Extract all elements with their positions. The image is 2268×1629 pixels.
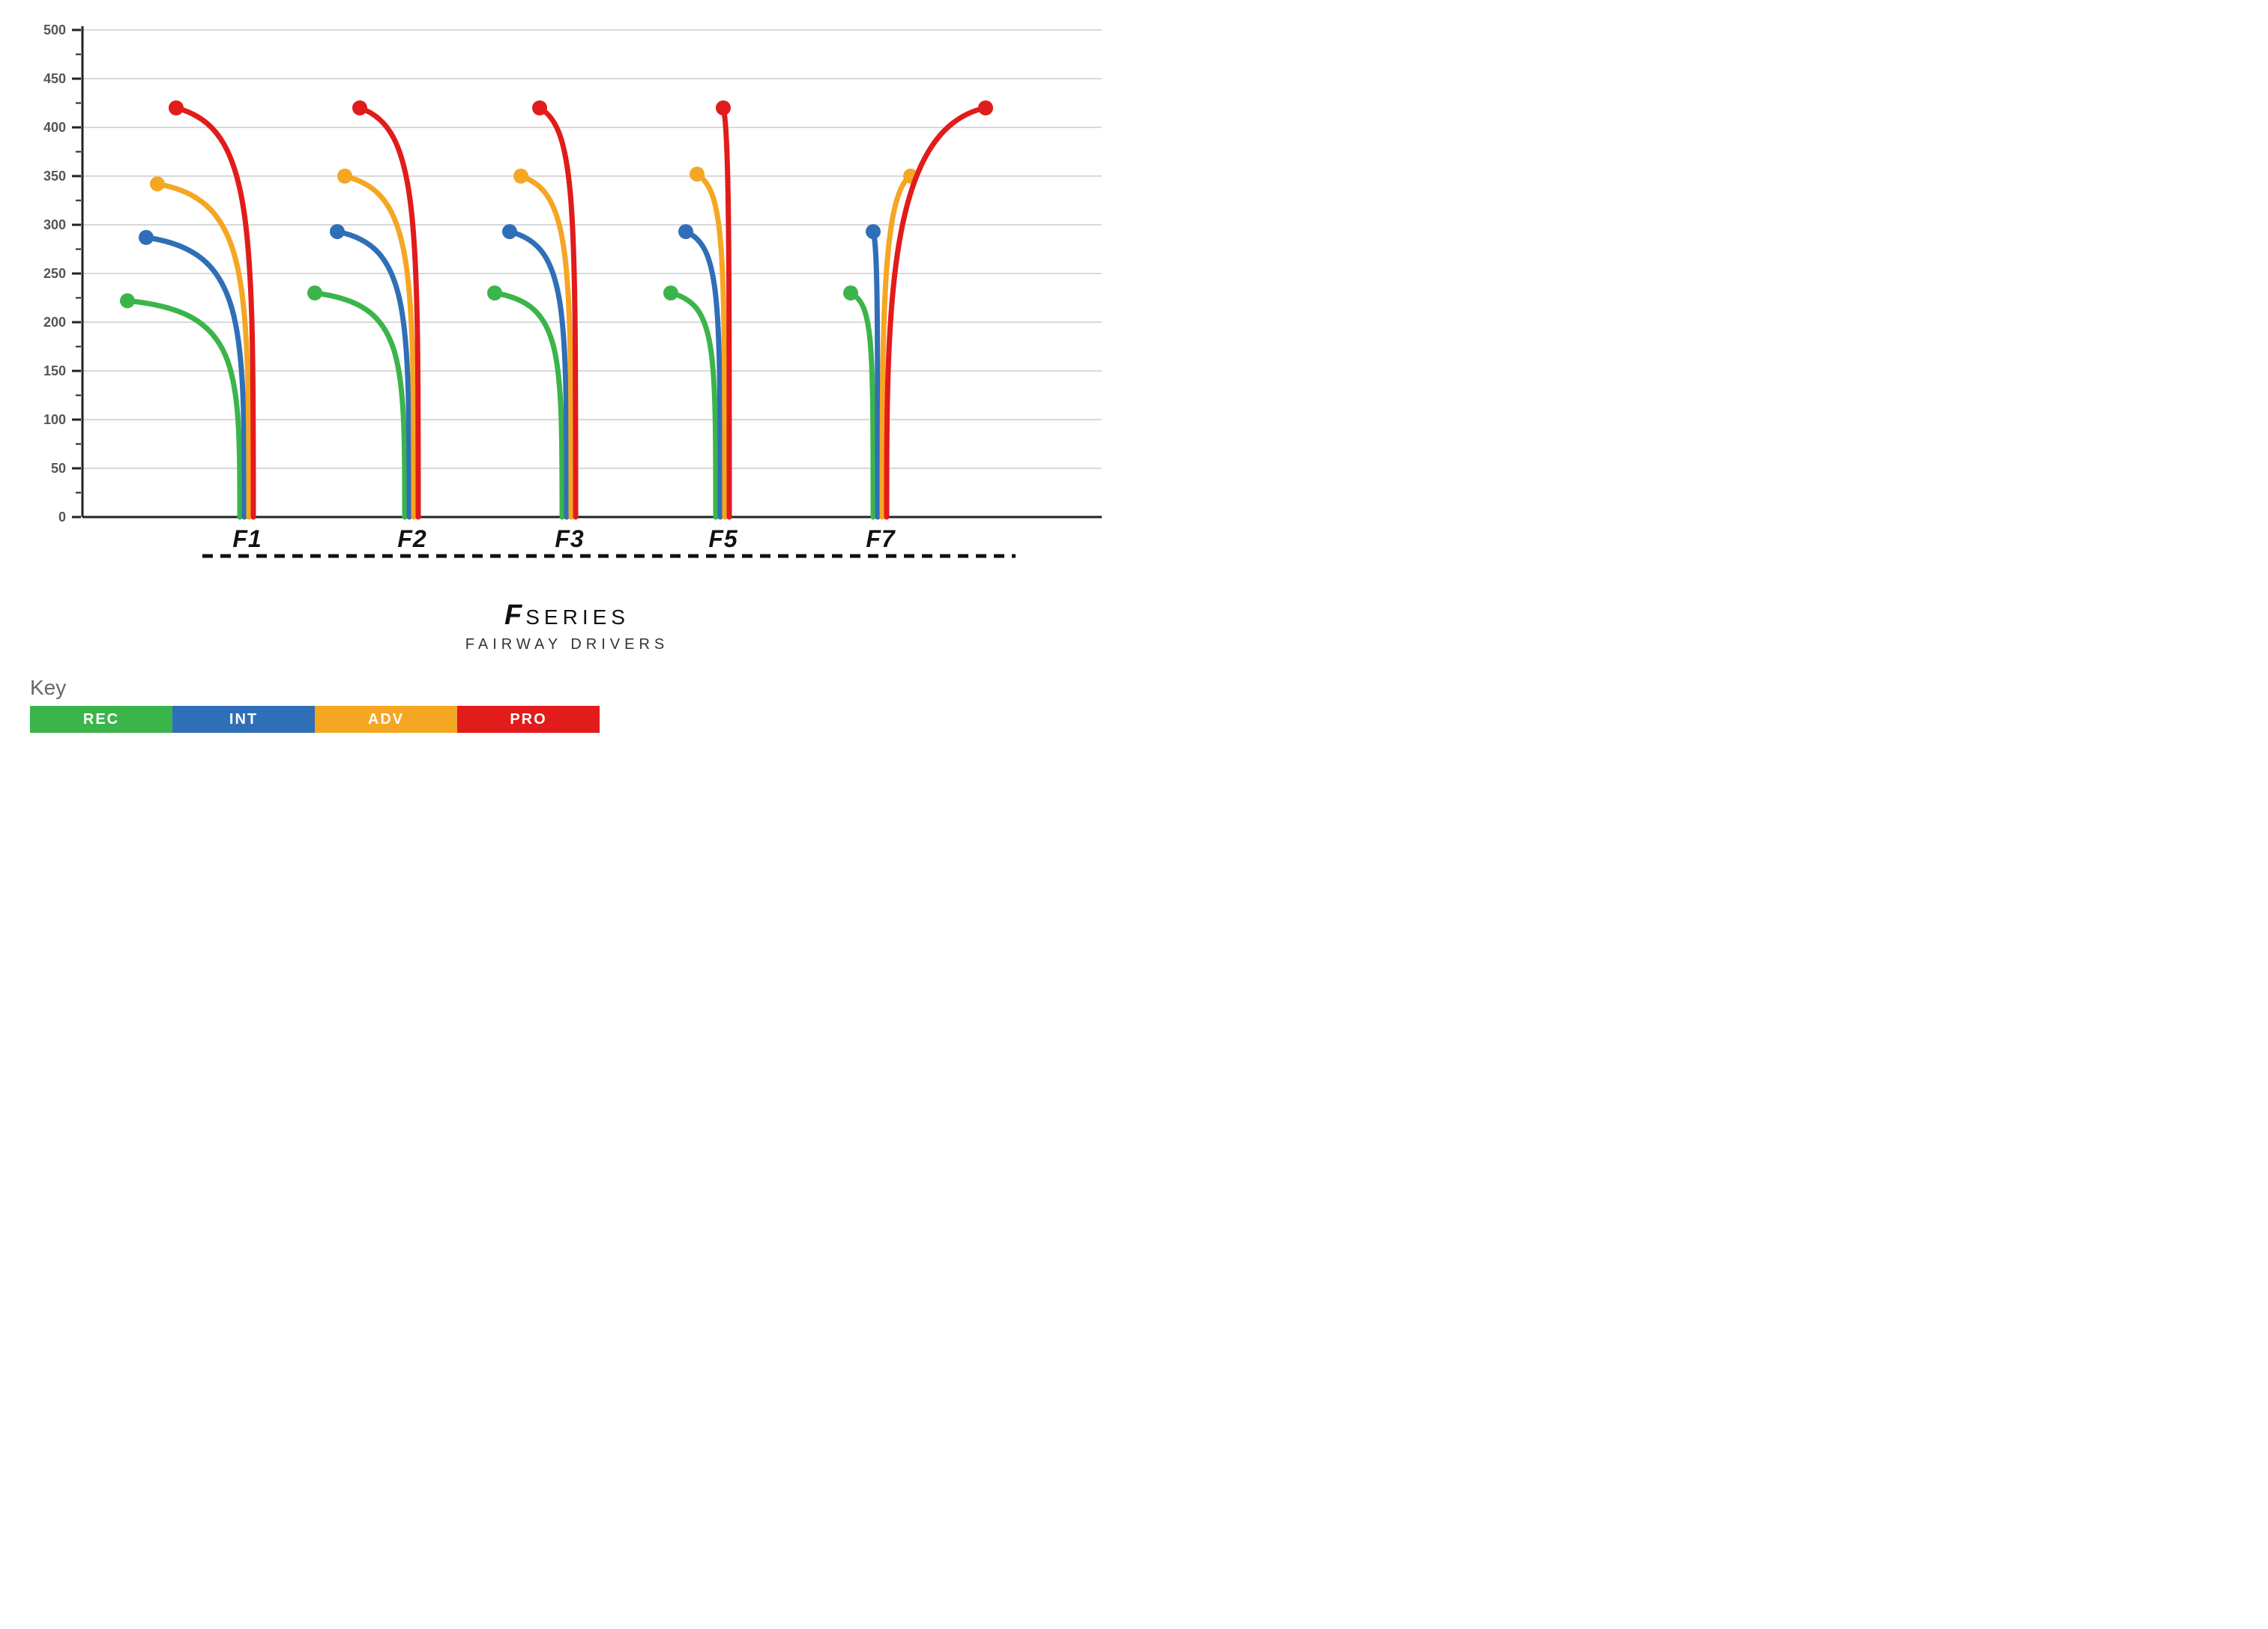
ytick-label: 350 — [43, 169, 66, 184]
flight-path-F3-rec — [495, 293, 562, 517]
flight-end-F2-pro — [352, 100, 367, 115]
flight-path-F7-pro — [887, 108, 986, 517]
ytick-label: 0 — [58, 510, 66, 525]
key-section: Key RECINTADVPRO — [30, 676, 1104, 733]
key-label: Key — [30, 676, 1104, 700]
disc-label-F5: F5 — [708, 525, 738, 552]
flight-chart: 0 50 100 150 200 250 300 350 400 450 500 F1 F2 F3 F5 F7 — [30, 22, 1104, 562]
flight-end-F1-adv — [150, 176, 165, 191]
flight-end-F1-rec — [120, 293, 135, 308]
flight-end-F5-adv — [690, 166, 705, 181]
key-seg-int: INT — [172, 706, 315, 733]
key-seg-adv: ADV — [315, 706, 457, 733]
flight-path-F7-rec — [851, 293, 873, 517]
flight-end-F3-adv — [513, 169, 528, 184]
key-seg-rec: REC — [30, 706, 172, 733]
flight-end-F1-int — [139, 230, 154, 245]
ytick-label: 250 — [43, 266, 66, 281]
flight-end-F2-int — [330, 224, 345, 239]
disc-label-F7: F7 — [866, 525, 896, 552]
flight-end-F7-int — [866, 224, 881, 239]
flight-path-F5-rec — [671, 293, 716, 517]
series-title-big: F — [504, 599, 522, 631]
flight-end-F5-int — [678, 224, 693, 239]
flight-end-F3-pro — [532, 100, 547, 115]
ytick-label: 500 — [43, 22, 66, 37]
ytick-label: 450 — [43, 71, 66, 86]
series-title-small: SERIES — [525, 605, 630, 629]
flight-path-F1-adv — [157, 184, 249, 517]
flight-end-F3-int — [502, 224, 517, 239]
key-bar: RECINTADVPRO — [30, 706, 600, 733]
ytick-label: 200 — [43, 315, 66, 330]
disc-label-F1: F1 — [232, 525, 262, 552]
flight-end-F5-pro — [716, 100, 731, 115]
ytick-label: 400 — [43, 120, 66, 135]
ytick-label: 100 — [43, 412, 66, 427]
flight-end-F1-pro — [169, 100, 184, 115]
flight-end-F7-rec — [843, 285, 858, 300]
ytick-label: 300 — [43, 217, 66, 232]
flight-end-F2-rec — [307, 285, 322, 300]
series-subtitle: FAIRWAY DRIVERS — [30, 636, 1104, 653]
disc-label-F3: F3 — [555, 525, 584, 552]
ytick-label: 50 — [51, 461, 66, 476]
disc-label-F2: F2 — [397, 525, 426, 552]
flight-end-F2-adv — [337, 169, 352, 184]
flight-path-F2-rec — [315, 293, 405, 517]
ytick-label: 150 — [43, 363, 66, 378]
flight-end-F7-pro — [978, 100, 993, 115]
chart-svg: 0 50 100 150 200 250 300 350 400 450 500 F1 F2 F3 F5 F7 — [30, 22, 1104, 577]
flight-end-F3-rec — [487, 285, 502, 300]
page: 0 50 100 150 200 250 300 350 400 450 500 F1 F2 F3 F5 F7… — [0, 0, 1134, 814]
flight-end-F5-rec — [663, 285, 678, 300]
key-seg-pro: PRO — [457, 706, 600, 733]
flight-path-F1-rec — [127, 300, 240, 517]
series-title: FSERIES — [30, 599, 1104, 632]
